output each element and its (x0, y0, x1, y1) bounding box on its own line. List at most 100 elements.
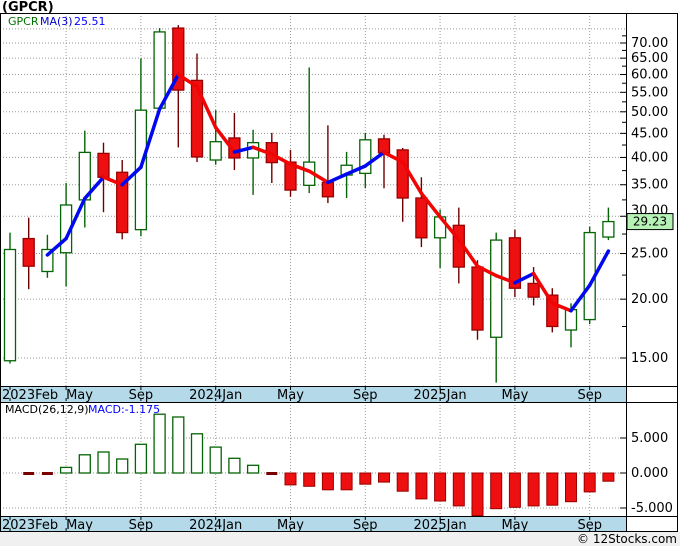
candle-up (209, 141, 222, 161)
macd-bar-negative (508, 472, 521, 508)
date-label: May (277, 388, 304, 403)
date-label: 2023Feb (2, 388, 58, 403)
macd-bar-positive (97, 451, 110, 474)
macd-legend-value: MACD:-1.175 (88, 403, 160, 416)
candle-up (359, 139, 372, 175)
ma-segment (45, 236, 68, 257)
ma-segment (64, 196, 87, 241)
macd-bar-negative (434, 472, 447, 502)
ma-segment (195, 84, 218, 130)
candle-down (228, 137, 241, 159)
ma-segment (120, 165, 143, 187)
date-label: Sep (577, 388, 602, 403)
price-tick-label: 65.00 (631, 51, 668, 66)
macd-bar-positive (172, 416, 185, 474)
price-tick-label: 40.00 (631, 150, 668, 165)
macd-histogram (23, 413, 615, 517)
ma-segment (400, 160, 424, 196)
macd-bar-negative (359, 472, 372, 485)
candle-down (321, 181, 335, 198)
candlesticks (3, 25, 615, 383)
moving-average-line (45, 72, 611, 313)
candle-down (22, 237, 35, 267)
date-label: May (501, 518, 528, 533)
macd-bar-positive (190, 433, 204, 474)
candle-down (172, 27, 185, 91)
macd-bar-positive (246, 464, 260, 474)
price-tick-label: 55.00 (631, 85, 668, 100)
price-tick-label: 70.00 (631, 36, 668, 51)
macd-dash (41, 472, 53, 475)
ma-segment (494, 273, 517, 285)
macd-bar-negative (321, 472, 334, 491)
ma-segment (139, 107, 162, 169)
ma-segment (363, 150, 386, 168)
ma-segment (213, 125, 237, 154)
macd-bar-negative (284, 472, 297, 486)
macd-dash (23, 472, 35, 475)
candle-down (284, 161, 297, 191)
candle-up (3, 248, 17, 362)
macd-bar-negative (415, 472, 428, 500)
candle-down (190, 79, 204, 158)
macd-bar-negative (527, 472, 540, 507)
macd-bar-negative (565, 472, 577, 503)
candle-up (602, 220, 615, 238)
macd-bar-positive (116, 458, 129, 474)
macd-bar-negative (378, 472, 390, 483)
gridlines (0, 13, 626, 516)
ma-segment (569, 283, 592, 313)
last-price-box (626, 213, 674, 231)
ma-segment (513, 271, 536, 285)
macd-tick-label: -5.000 (631, 501, 673, 516)
date-label: Sep (129, 518, 154, 533)
date-label: Sep (577, 518, 602, 533)
macd-bar-negative (471, 472, 484, 517)
macd-bar-negative (583, 472, 596, 493)
legend-symbol: GPCR (8, 15, 39, 28)
ma-segment (288, 162, 311, 173)
candle-down (546, 294, 559, 328)
price-tick-label: 15.00 (631, 351, 668, 366)
macd-tick-label: 5.000 (631, 431, 668, 446)
candle-up (490, 239, 503, 338)
macd-bar-positive (209, 446, 222, 474)
candle-down (116, 171, 129, 234)
ma-segment (232, 145, 255, 154)
ma-segment (438, 215, 461, 242)
price-tick-label: 20.00 (631, 292, 668, 307)
date-label: Sep (353, 518, 378, 533)
ma-segment (251, 145, 274, 156)
date-label: May (277, 518, 304, 533)
macd-legend-label: MACD(26,12,9) (5, 403, 89, 416)
macd-bar-negative (303, 472, 316, 487)
ma-segment (531, 271, 555, 306)
last-price-label: 29.23 (633, 215, 667, 229)
candle-up (41, 248, 54, 273)
macd-bar-negative (396, 472, 409, 492)
date-label: May (501, 388, 528, 403)
ma-segment (457, 237, 480, 268)
candle-down (396, 149, 409, 199)
macd-bar-negative (546, 472, 559, 506)
legend-ma-label: MA(3) (40, 15, 73, 28)
date-label: Sep (129, 388, 154, 403)
macd-bar-negative (340, 472, 353, 491)
macd-bar-positive (153, 413, 166, 474)
chart-title: (GPCR) (2, 0, 54, 15)
date-label: 2024Jan (189, 388, 242, 403)
macd-bar-positive (59, 466, 73, 474)
ma-segment (83, 175, 106, 201)
price-tick-label: 25.00 (631, 247, 668, 262)
ma-segment (550, 301, 573, 313)
macd-bar-negative (490, 472, 503, 510)
macd-bar-positive (228, 457, 241, 474)
date-label: 2025Jan (414, 518, 467, 533)
ma-segment (475, 264, 498, 278)
macd-bar-negative (602, 472, 615, 482)
copyright-footer: © 12Stocks.com (577, 532, 677, 546)
ma-segment (344, 164, 368, 176)
ma-segment (176, 72, 199, 89)
